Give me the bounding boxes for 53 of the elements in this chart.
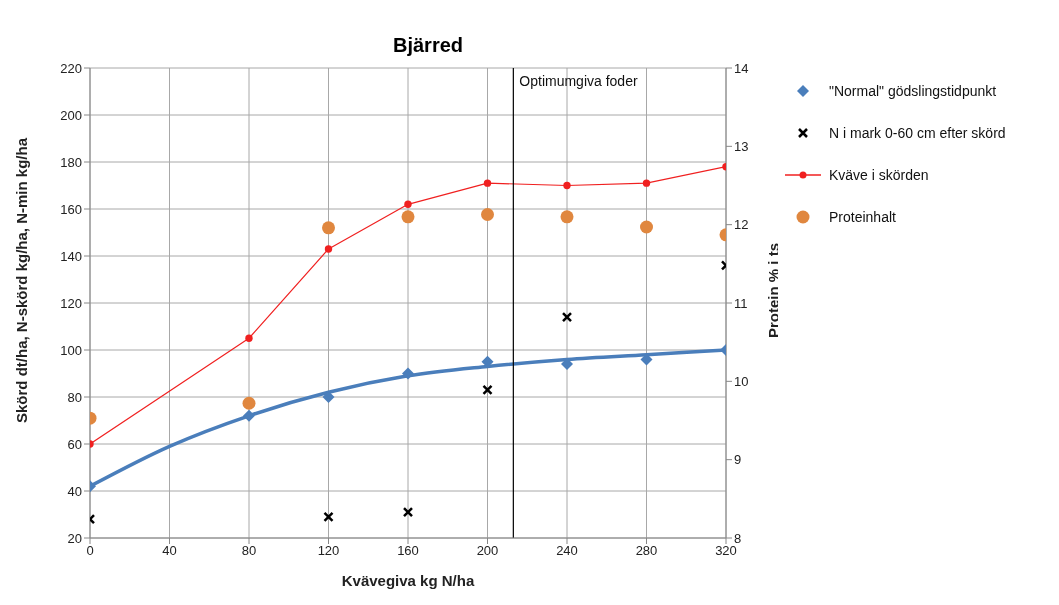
legend-label: "Normal" gödslingstidpunkt	[829, 83, 997, 99]
x-tick-label: 240	[556, 543, 578, 559]
point	[561, 311, 573, 323]
point	[401, 210, 415, 224]
point	[563, 181, 571, 190]
x-axis-title: Kvävegiva kg N/ha	[341, 572, 475, 589]
point	[481, 207, 494, 221]
x-tick-label: 160	[397, 543, 419, 559]
point	[323, 511, 334, 523]
point	[640, 220, 653, 234]
y2-tick-label: 10	[734, 373, 749, 389]
legend-label: Kväve i skörden	[829, 167, 929, 183]
point	[245, 334, 253, 342]
y-tick-label: 100	[60, 342, 82, 358]
y-axis-title: Skörd dt/ha, N-skörd kg/ha, N-min kg/ha	[13, 137, 31, 423]
y-tick-label: 200	[60, 107, 82, 123]
x-tick-label: 280	[635, 543, 658, 559]
point	[322, 221, 335, 235]
point	[324, 245, 333, 253]
x-tick-label: 120	[317, 543, 340, 559]
y2-tick-label: 9	[734, 452, 742, 468]
point	[402, 367, 414, 380]
x-tick-label: 320	[715, 543, 737, 559]
chart-title: Bjärred	[392, 34, 464, 57]
point	[483, 179, 492, 187]
point	[242, 396, 256, 410]
y2-tick-label: 11	[734, 295, 748, 311]
x-tick-label: 200	[476, 543, 499, 559]
y-tick-label: 160	[60, 201, 82, 217]
y2-tick-label: 12	[734, 217, 749, 233]
legend-label: Proteinhalt	[829, 209, 896, 225]
y-tick-label: 220	[60, 60, 82, 76]
point	[642, 179, 651, 187]
y2-tick-label: 8	[734, 530, 742, 546]
y2-tick-label: 14	[734, 60, 749, 76]
y-tick-label: 120	[60, 295, 82, 311]
y2-tick-label: 13	[734, 138, 749, 154]
point	[482, 384, 493, 396]
y-tick-label: 60	[67, 436, 82, 452]
y-tick-label: 80	[67, 389, 82, 405]
legend-label: N i mark 0-60 cm efter skörd	[829, 125, 1006, 141]
point	[402, 506, 414, 518]
y-tick-label: 140	[60, 248, 82, 264]
point	[243, 409, 255, 422]
x-tick-label: 0	[86, 543, 94, 559]
x-tick-label: 80	[241, 543, 257, 559]
y-tick-label: 20	[67, 530, 82, 546]
y-tick-label: 40	[67, 483, 82, 499]
ref-line-label: Optimumgiva foder	[519, 73, 638, 89]
x-tick-label: 40	[162, 543, 177, 559]
y-tick-label: 180	[60, 154, 82, 170]
point	[560, 210, 574, 224]
point	[404, 200, 412, 208]
